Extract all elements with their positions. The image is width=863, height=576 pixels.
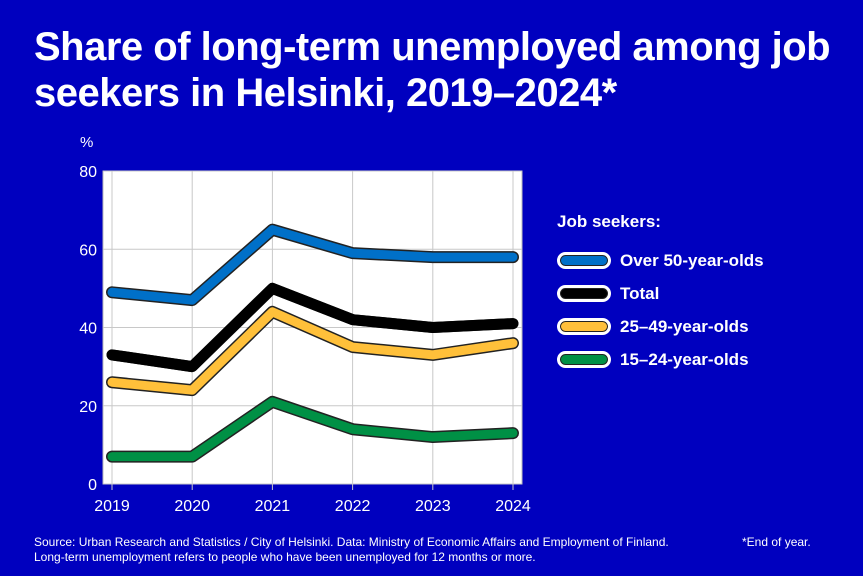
endnote: *End of year. (742, 535, 811, 549)
y-tick-label: 60 (79, 242, 97, 259)
x-tick-label: 2021 (255, 498, 291, 515)
source-text: Source: Urban Research and Statistics / … (34, 535, 669, 549)
legend-swatch (557, 318, 611, 335)
legend-label: Over 50-year-olds (620, 250, 764, 270)
x-tick-label: 2023 (415, 498, 451, 515)
legend-swatch (557, 285, 611, 302)
series-line-2 (107, 307, 518, 395)
legend-item: 25–49-year-olds (557, 310, 764, 343)
x-tick-label: 2024 (495, 498, 531, 515)
legend-label: Total (620, 283, 660, 303)
y-tick-label: 20 (79, 399, 97, 416)
legend-title: Job seekers: (557, 212, 661, 231)
y-tick-label: 0 (88, 477, 97, 494)
y-tick-label: 40 (79, 321, 97, 338)
footer: Source: Urban Research and Statistics / … (34, 535, 834, 565)
legend-swatch (557, 252, 611, 269)
note-text: Long-term unemployment refers to people … (34, 550, 536, 564)
series-line-3 (107, 397, 518, 462)
y-axis-label: % (80, 134, 94, 151)
x-tick-label: 2020 (174, 498, 210, 515)
legend-label: 25–49-year-olds (620, 316, 749, 336)
x-tick-label: 2022 (335, 498, 371, 515)
legend-label: 15–24-year-olds (620, 349, 749, 369)
chart-title: Share of long-term unemployed among job … (34, 25, 831, 115)
legend-item: Total (557, 277, 764, 310)
legend-swatch (557, 351, 611, 368)
series-line-0 (107, 225, 518, 305)
legend-item: 15–24-year-olds (557, 343, 764, 376)
x-tick-label: 2019 (94, 498, 130, 515)
y-tick-label: 80 (79, 164, 97, 181)
series-line-1 (106, 282, 519, 373)
legend-item: Over 50-year-olds (557, 244, 764, 277)
legend: Job seekers: Over 50-year-olds Total 25–49… (557, 212, 764, 376)
